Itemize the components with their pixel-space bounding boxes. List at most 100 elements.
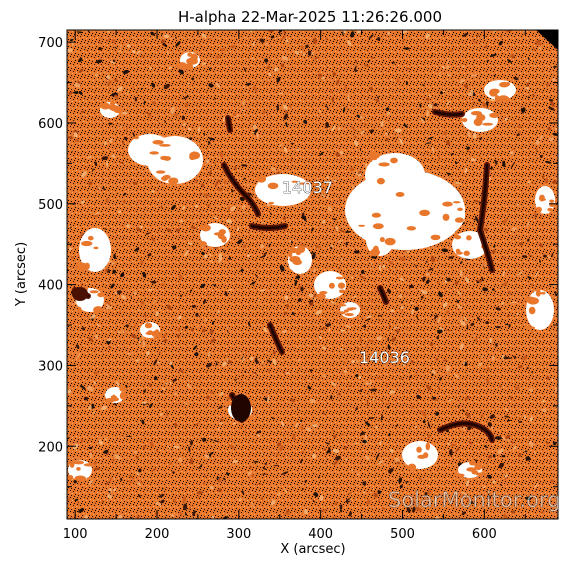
mottle: [136, 471, 140, 476]
plage-gap: [442, 213, 450, 221]
mottle: [511, 227, 518, 231]
mottle: [376, 37, 381, 41]
mottle: [320, 508, 328, 512]
mottle: [179, 368, 184, 374]
filament-core: [438, 422, 494, 442]
mottle: [314, 56, 319, 60]
mottle: [431, 314, 433, 317]
mottle: [205, 363, 212, 368]
mottle: [290, 157, 293, 161]
mottle: [235, 226, 238, 229]
mottle: [356, 114, 361, 119]
mottle: [482, 287, 489, 292]
mottle: [341, 371, 348, 373]
mottle: [459, 79, 466, 84]
mottle: [534, 271, 539, 277]
mottle: [428, 95, 432, 98]
mottle: [554, 290, 557, 294]
mottle: [426, 109, 429, 117]
mottle: [489, 414, 495, 419]
mottle: [184, 250, 189, 257]
mottle: [80, 282, 83, 289]
mottle: [498, 40, 503, 46]
mottle: [390, 337, 397, 342]
mottle: [517, 203, 519, 206]
mottle: [190, 440, 193, 446]
mottle: [140, 300, 145, 305]
mottle: [303, 216, 307, 222]
mottle: [355, 373, 359, 378]
mottle: [261, 221, 266, 224]
mottle: [172, 378, 177, 382]
mottle: [108, 122, 113, 125]
plage-gap: [376, 177, 385, 185]
mottle: [388, 324, 391, 329]
mottle: [446, 172, 451, 175]
mottle: [288, 104, 292, 108]
mottle: [527, 57, 530, 61]
mottle: [519, 241, 523, 246]
mottle: [433, 103, 438, 107]
mottle: [348, 385, 352, 388]
mottle: [528, 388, 534, 392]
mottle: [267, 81, 269, 85]
mottle: [166, 445, 171, 450]
mottle: [71, 150, 73, 153]
mottle: [232, 112, 237, 117]
mottle: [84, 515, 88, 519]
plage-gap: [217, 233, 225, 240]
mottle: [207, 204, 211, 207]
mottle: [439, 377, 443, 381]
mottle: [389, 449, 394, 453]
mottle: [388, 268, 391, 271]
mottle: [372, 397, 375, 402]
plage-gap: [93, 306, 104, 314]
plage-gap: [461, 117, 468, 123]
mottle: [540, 214, 542, 220]
mottle: [481, 276, 484, 282]
mottle: [365, 163, 368, 168]
mottle: [449, 449, 453, 456]
mottle: [491, 355, 495, 361]
mottle: [521, 107, 526, 113]
mottle: [479, 355, 484, 358]
plage-gap: [296, 245, 306, 253]
mottle: [114, 46, 117, 49]
dark-filaments: [72, 109, 495, 443]
mottle: [312, 294, 317, 298]
mottle: [147, 253, 152, 257]
mottle: [315, 310, 322, 315]
mottle: [87, 386, 94, 392]
mottle: [345, 241, 348, 246]
mottle: [183, 327, 186, 329]
mottle: [253, 460, 259, 463]
mottle: [67, 479, 69, 482]
mottle: [219, 151, 224, 158]
plage-gap: [497, 95, 510, 103]
mottle: [508, 323, 511, 328]
mottle: [99, 441, 104, 445]
mottle: [387, 31, 391, 36]
mottle: [343, 445, 347, 450]
mottle: [347, 93, 350, 101]
mottle: [179, 511, 183, 516]
mottle: [517, 130, 521, 134]
mottle: [445, 310, 450, 314]
mottle: [182, 496, 186, 504]
mottle: [484, 444, 487, 448]
mottle: [251, 281, 256, 285]
mottle: [295, 275, 301, 279]
mottle: [261, 473, 268, 475]
mottle: [415, 265, 417, 267]
mottle: [225, 472, 230, 476]
mottle: [278, 144, 283, 147]
mottle: [518, 421, 523, 423]
mottle: [283, 216, 287, 220]
mottle: [527, 96, 530, 99]
mottle: [551, 180, 558, 184]
mottle: [351, 360, 356, 363]
mottle: [230, 45, 237, 48]
mottle: [202, 62, 206, 65]
mottle: [518, 417, 521, 420]
mottle: [107, 346, 111, 348]
